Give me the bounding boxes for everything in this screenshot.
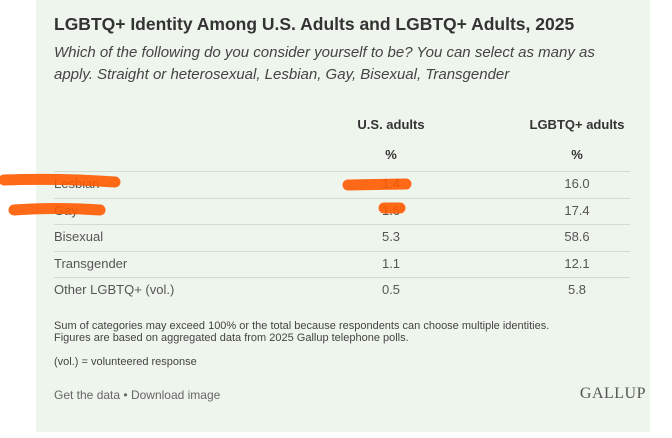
row-divider: [54, 197, 630, 199]
cell-value: 5.3: [381, 229, 401, 244]
title: LGBTQ+ Identity Among U.S. Adults and LG…: [54, 14, 575, 34]
note: Figures are based on aggregated data fro…: [54, 332, 409, 344]
note: (vol.) = volunteered response: [54, 356, 197, 368]
panel: [36, 0, 650, 432]
row-divider: [54, 224, 630, 225]
cell-value: 1.1: [381, 255, 401, 271]
row-label: Bisexual: [54, 229, 104, 244]
row-divider: [54, 250, 630, 252]
row-label: Transgender: [54, 255, 128, 271]
logo: GALLUP: [579, 385, 646, 402]
row-label: Other LGBTQ+ (vol.): [54, 282, 175, 297]
row-divider: [54, 171, 630, 172]
highlight: [8, 203, 106, 216]
cell-value: 16.0: [564, 176, 590, 191]
cell-value: 12.1: [564, 255, 590, 271]
footer-links: Get the data • Download image: [54, 388, 220, 402]
cell-value: 58.6: [564, 229, 590, 244]
row-divider: [54, 277, 630, 278]
note: Sum of categories may exceed 100% or the…: [54, 320, 550, 332]
column-header: LGBTQ+ adults: [529, 117, 625, 132]
link[interactable]: Get the data: [54, 388, 121, 402]
highlight: [342, 178, 412, 191]
cell-value: 17.4: [564, 202, 590, 218]
subtitle: Which of the following do you consider y…: [54, 44, 595, 83]
unit-label: %: [571, 147, 583, 162]
separator: •: [123, 388, 128, 402]
highlight: [0, 173, 121, 188]
cell-value: 5.8: [567, 282, 587, 297]
cell-value: 0.5: [381, 282, 401, 297]
column-header: U.S. adults: [357, 117, 425, 132]
unit-label: %: [385, 147, 397, 162]
link[interactable]: Download image: [130, 388, 221, 402]
